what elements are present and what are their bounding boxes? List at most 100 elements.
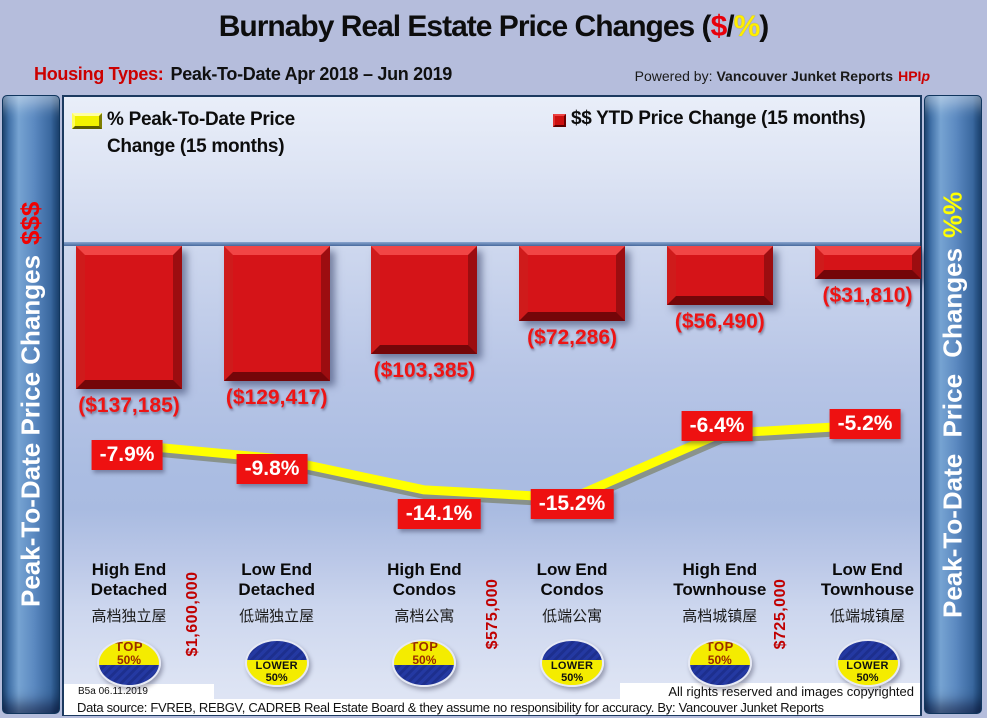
badge-bottom-half <box>689 665 750 685</box>
left-rail-text: Peak-To-Date Price Changes <box>15 255 46 608</box>
date-range: Peak-To-Date Apr 2018 – Jun 2019 <box>170 64 453 84</box>
category-line1: High End <box>387 560 462 579</box>
badge-label: LOWER <box>846 660 889 673</box>
right-rail-title: Peak-To-Date Price Changes%% <box>925 96 981 713</box>
title-close: ) <box>759 10 769 43</box>
badge-label: 50% <box>265 671 288 684</box>
hpi-p-label: p <box>921 68 930 84</box>
bar-value-label-0: ($137,185) <box>78 394 180 417</box>
percent-point-label-0: -7.9% <box>91 440 163 470</box>
title-main: Burnaby Real Estate Price Changes ( <box>218 10 712 43</box>
version-code: B5a 06.11.2019 <box>64 684 214 699</box>
category-line2: Detached <box>238 580 315 599</box>
brand-name: Vancouver Junket Reports <box>716 68 894 84</box>
badge-label: 50% <box>561 671 584 684</box>
category-label-zh-3: 低端公寓 <box>542 608 603 625</box>
category-line2: Detached <box>90 580 168 599</box>
bar-value-label-1: ($129,417) <box>225 386 328 409</box>
category-label-zh-2: 高档公寓 <box>394 608 455 625</box>
hpi-label: HPI <box>898 68 922 84</box>
bar-4 <box>666 246 773 305</box>
badge-label: TOP <box>705 639 734 655</box>
badge-lower-50-1: LOWER 50% <box>244 639 309 687</box>
powered-by: Powered by: Vancouver Junket Reports HPIp <box>635 68 930 84</box>
category-label-5: Low End Townhouse <box>782 560 954 600</box>
category-line1: Low End <box>536 560 608 579</box>
category-line1: High End <box>682 560 758 579</box>
category-label-4: High End Townhouse <box>634 560 806 600</box>
percent-point-label-2: -14.1% <box>397 499 481 529</box>
right-rail-text: Peak-To-Date Price Changes <box>937 247 968 618</box>
category-label-3: Low End Condos <box>486 560 658 600</box>
separator-price-1: $575,000 <box>484 578 501 650</box>
bar-0 <box>76 246 182 389</box>
left-rail-title: Peak-To-Date Price Changes $$$ <box>3 96 59 713</box>
left-rail: Peak-To-Date Price Changes $$$ <box>2 95 60 714</box>
percent-point-label-1: -9.8% <box>236 454 308 484</box>
zero-axis-line <box>64 242 920 246</box>
separator-price-2: $725,000 <box>772 578 789 650</box>
category-line1: High End <box>91 560 167 579</box>
category-line1: Low End <box>832 560 903 579</box>
category-label-zh-1: 低端独立屋 <box>239 608 315 625</box>
legend-percent-swatch-icon <box>72 113 102 129</box>
category-line2: Townhouse <box>820 580 915 599</box>
category-label-zh-5: 低端城镇屋 <box>829 608 906 625</box>
badge-top-half: TOP 50% <box>689 639 750 667</box>
badge-bottom-half <box>99 665 159 685</box>
category-label-2: High End Condos <box>338 560 510 600</box>
badge-label: LOWER <box>550 660 594 673</box>
badge-top-half <box>246 641 307 661</box>
percent-point-label-5: -5.2% <box>829 409 901 439</box>
badge-label: 50% <box>116 652 142 667</box>
badge-top-half: TOP 50% <box>394 639 455 666</box>
powered-by-prefix: Powered by: <box>634 68 713 84</box>
badge-top-50-4: TOP 50% <box>687 639 752 687</box>
badge-top-half <box>837 641 898 661</box>
subtitle: Housing Types: Peak-To-Date Apr 2018 – Ju… <box>34 64 452 85</box>
bar-5 <box>814 246 921 279</box>
bar-value-label-5: ($31,810) <box>822 284 913 307</box>
badge-label: TOP <box>410 639 439 655</box>
bar-value-label-3: ($72,286) <box>527 326 618 349</box>
right-rail-percent-accent: %% <box>937 191 968 238</box>
chart-area: % Peak-To-Date Price Change (15 months) … <box>62 95 922 716</box>
percent-point-label-3: -15.2% <box>530 489 614 519</box>
data-source-note: Data source: FVREB, REBGV, CADREB Real E… <box>64 699 920 715</box>
badge-label: 50% <box>707 652 732 667</box>
category-label-0: High End Detached <box>43 560 215 600</box>
right-rail: Peak-To-Date Price Changes%% <box>924 95 982 714</box>
badge-label: 50% <box>856 671 879 684</box>
bar-3 <box>519 246 626 321</box>
category-line2: Townhouse <box>673 580 767 599</box>
separator-price-0: $1,600,000 <box>184 571 201 657</box>
category-line2: Condos <box>392 580 457 599</box>
badge-bottom-half: LOWER 50% <box>837 660 898 685</box>
badge-bottom-half: LOWER 50% <box>542 660 603 685</box>
title-slash: / <box>726 10 734 43</box>
badge-lower-50-3: LOWER 50% <box>540 639 605 687</box>
category-label-1: Low End Detached <box>191 560 363 600</box>
badge-top-half <box>542 641 603 661</box>
badge-label: TOP <box>115 639 143 655</box>
rights-notice: All rights reserved and images copyright… <box>620 683 920 699</box>
badge-lower-50-5: LOWER 50% <box>835 639 900 687</box>
bar-1 <box>223 246 330 381</box>
percent-point-label-4: -6.4% <box>681 411 753 441</box>
badge-bottom-half <box>394 665 455 685</box>
badge-top-half: TOP 50% <box>99 639 159 667</box>
bar-value-label-2: ($103,385) <box>373 359 476 382</box>
legend-dollar-swatch-icon <box>553 114 566 127</box>
badge-bottom-half: LOWER 50% <box>246 660 307 685</box>
badge-top-50-2: TOP 50% <box>392 639 457 687</box>
title-percent-symbol: % <box>733 10 761 43</box>
bar-value-label-4: ($56,490) <box>674 310 765 333</box>
page-title: Burnaby Real Estate Price Changes ($/%) <box>0 10 987 44</box>
bar-2 <box>371 246 478 354</box>
left-rail-dollar-accent: $$$ <box>15 201 46 246</box>
category-line2: Condos <box>540 580 604 599</box>
legend-dollar-label: $$ YTD Price Change (15 months) <box>571 108 866 129</box>
badge-top-50-0: TOP 50% <box>97 639 161 687</box>
category-label-zh-4: 高档城镇屋 <box>682 608 758 625</box>
legend-percent-label: % Peak-To-Date Price Change (15 months) <box>107 109 295 157</box>
